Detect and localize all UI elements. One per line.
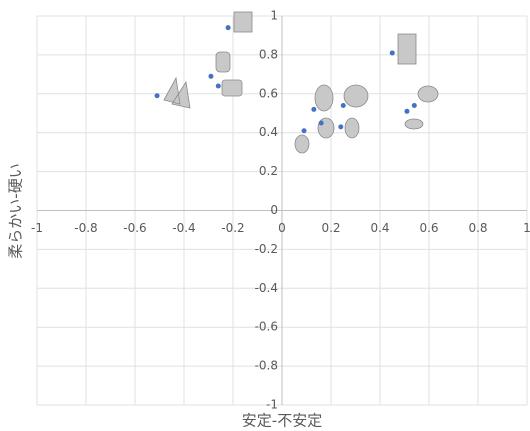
grid bbox=[37, 16, 527, 405]
point bbox=[302, 128, 307, 133]
point bbox=[404, 109, 409, 114]
shape-icons bbox=[164, 12, 438, 153]
x-tick-label: -0.8 bbox=[74, 221, 97, 235]
x-tick-label: 0.4 bbox=[370, 221, 389, 235]
icon bbox=[315, 85, 333, 111]
point bbox=[311, 107, 316, 112]
icon bbox=[222, 80, 242, 96]
x-tick-label: 0.6 bbox=[419, 221, 438, 235]
y-tick-label: -1 bbox=[266, 398, 278, 412]
point bbox=[208, 74, 213, 79]
point bbox=[412, 103, 417, 108]
y-tick-label: 1 bbox=[270, 9, 278, 23]
point bbox=[226, 25, 231, 30]
y-tick-label: 0.4 bbox=[259, 125, 278, 139]
icon bbox=[405, 119, 423, 129]
y-tick-label: -0.6 bbox=[255, 320, 278, 334]
x-axis-title: 安定-不安定 bbox=[242, 412, 322, 430]
y-tick-label: -0.4 bbox=[255, 281, 278, 295]
x-tick-label: -0.4 bbox=[172, 221, 195, 235]
x-tick-label: 0.8 bbox=[468, 221, 487, 235]
point bbox=[319, 120, 324, 125]
x-tick-label: -1 bbox=[31, 221, 43, 235]
icon bbox=[418, 86, 438, 102]
chart: 安定-不安定 柔らかい-硬い -1-0.8-0.6-0.4-0.200.20.4… bbox=[0, 0, 530, 431]
y-tick-label: 0.8 bbox=[259, 47, 278, 61]
x-tick-label: 1 bbox=[523, 221, 530, 235]
point bbox=[341, 103, 346, 108]
x-tick-label: 0 bbox=[278, 221, 286, 235]
point bbox=[390, 50, 395, 55]
icon bbox=[216, 52, 230, 72]
y-tick-label: 0 bbox=[270, 203, 278, 217]
icon bbox=[345, 118, 359, 138]
y-tick-label: -0.8 bbox=[255, 359, 278, 373]
y-tick-label: 0.2 bbox=[259, 164, 278, 178]
icon bbox=[234, 12, 252, 32]
icon bbox=[295, 135, 309, 153]
y-tick-label: 0.6 bbox=[259, 86, 278, 100]
x-tick-label: 0.2 bbox=[321, 221, 340, 235]
icon bbox=[398, 34, 416, 64]
point bbox=[338, 124, 343, 129]
y-axis-title: 柔らかい-硬い bbox=[7, 163, 25, 258]
icon bbox=[164, 78, 190, 108]
x-tick-label: -0.2 bbox=[221, 221, 244, 235]
x-tick-label: -0.6 bbox=[123, 221, 146, 235]
point bbox=[216, 84, 221, 89]
point bbox=[155, 93, 160, 98]
icon bbox=[344, 85, 368, 107]
y-tick-label: -0.2 bbox=[255, 242, 278, 256]
